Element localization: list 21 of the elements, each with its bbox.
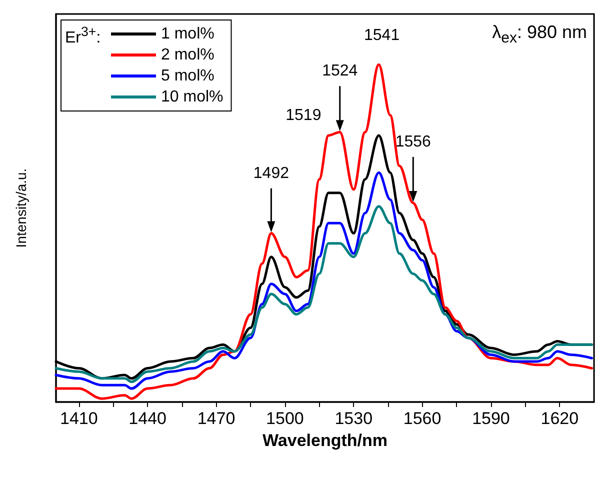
annotation: 1541: [364, 27, 400, 44]
x-tick-label: 1620: [540, 409, 579, 428]
text: λ$_{ex}$: 980 nm: [492, 22, 587, 47]
x-tick-label: 1410: [60, 409, 98, 428]
x-tick-label: 1470: [197, 409, 236, 428]
annotation: 1556: [395, 133, 432, 150]
legend-label: 10 mol%: [161, 88, 224, 106]
x-axis-title: Wavelength/nm: [262, 431, 388, 450]
legend-label: 5 mol%: [161, 68, 214, 84]
legend-label: 1 mol%: [161, 26, 214, 42]
y-axis-title: Intensity/a.u.: [13, 168, 29, 248]
x-tick-label: 1590: [472, 409, 510, 428]
legend-title: Er$^{3+}$:: [65, 24, 101, 48]
x-tick-label: 1560: [403, 409, 442, 428]
legend-label: 2 mol%: [161, 46, 214, 64]
x-tick-label: 1500: [266, 409, 304, 428]
annotation: 1524: [322, 62, 358, 80]
x-tick-label: 1440: [128, 409, 166, 428]
x-tick-label: 1530: [334, 409, 373, 428]
annotation: 1519: [286, 106, 322, 124]
annotation: 1492: [253, 164, 290, 182]
